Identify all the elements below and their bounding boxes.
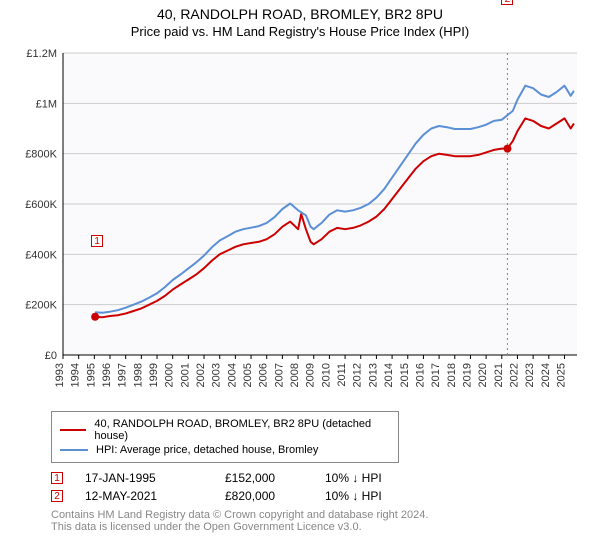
svg-text:1999: 1999 — [148, 363, 160, 387]
svg-text:2011: 2011 — [336, 363, 348, 387]
row1-price: £152,000 — [225, 471, 325, 485]
svg-text:2020: 2020 — [477, 363, 489, 387]
legend-label-red: 40, RANDOLPH ROAD, BROMLEY, BR2 8PU (det… — [94, 418, 390, 442]
marker-icon-2: 2 — [51, 490, 63, 502]
row1-delta: 10% ↓ HPI — [325, 471, 455, 485]
svg-text:1994: 1994 — [70, 363, 82, 387]
svg-text:£400K: £400K — [25, 249, 57, 261]
svg-text:£600K: £600K — [25, 199, 57, 211]
transaction-rows: 1 17-JAN-1995 £152,000 10% ↓ HPI 2 12-MA… — [51, 471, 583, 503]
svg-text:2006: 2006 — [258, 363, 270, 387]
transaction-row-2: 2 12-MAY-2021 £820,000 10% ↓ HPI — [51, 489, 583, 503]
footer-line1: Contains HM Land Registry data © Crown c… — [51, 509, 583, 521]
chart-title-address: 40, RANDOLPH ROAD, BROMLEY, BR2 8PU — [17, 6, 583, 22]
chart-title-subtitle: Price paid vs. HM Land Registry's House … — [17, 24, 583, 39]
svg-text:2017: 2017 — [430, 363, 442, 387]
svg-text:2008: 2008 — [289, 363, 301, 387]
svg-text:2005: 2005 — [242, 363, 254, 387]
svg-text:2004: 2004 — [226, 363, 238, 387]
price-chart: £0£200K£400K£600K£800K£1M£1.2M1993199419… — [17, 45, 583, 405]
svg-text:£0: £0 — [45, 350, 57, 362]
svg-text:£1M: £1M — [36, 98, 57, 110]
svg-text:£800K: £800K — [25, 149, 57, 161]
svg-text:2015: 2015 — [399, 363, 411, 387]
svg-text:2007: 2007 — [273, 363, 285, 387]
row2-date: 12-MAY-2021 — [85, 489, 225, 503]
footer-copyright: Contains HM Land Registry data © Crown c… — [51, 509, 583, 533]
legend-swatch-red — [60, 429, 86, 431]
legend-swatch-blue — [60, 449, 88, 451]
svg-text:2003: 2003 — [211, 363, 223, 387]
svg-text:2001: 2001 — [179, 363, 191, 387]
footer-line2: This data is licensed under the Open Gov… — [51, 521, 583, 533]
row1-date: 17-JAN-1995 — [85, 471, 225, 485]
chart-marker-2: 2 — [501, 0, 513, 5]
legend-item-red: 40, RANDOLPH ROAD, BROMLEY, BR2 8PU (det… — [60, 418, 390, 442]
svg-text:2000: 2000 — [164, 363, 176, 387]
svg-text:2019: 2019 — [461, 363, 473, 387]
transaction-row-1: 1 17-JAN-1995 £152,000 10% ↓ HPI — [51, 471, 583, 485]
svg-text:2014: 2014 — [383, 363, 395, 387]
svg-text:£1.2M: £1.2M — [26, 48, 57, 60]
svg-text:2023: 2023 — [524, 363, 536, 387]
chart-svg: £0£200K£400K£600K£800K£1M£1.2M1993199419… — [17, 45, 583, 405]
row2-price: £820,000 — [225, 489, 325, 503]
svg-text:2012: 2012 — [352, 363, 364, 387]
marker-icon-1: 1 — [51, 472, 63, 484]
svg-text:2025: 2025 — [555, 363, 567, 387]
row2-delta: 10% ↓ HPI — [325, 489, 455, 503]
svg-text:2016: 2016 — [414, 363, 426, 387]
legend: 40, RANDOLPH ROAD, BROMLEY, BR2 8PU (det… — [51, 411, 399, 463]
legend-label-blue: HPI: Average price, detached house, Brom… — [96, 444, 318, 456]
svg-text:1996: 1996 — [101, 363, 113, 387]
svg-text:2018: 2018 — [446, 363, 458, 387]
svg-text:1993: 1993 — [54, 363, 66, 387]
svg-text:1995: 1995 — [85, 363, 97, 387]
svg-text:2022: 2022 — [508, 363, 520, 387]
svg-text:2009: 2009 — [305, 363, 317, 387]
svg-text:2021: 2021 — [493, 363, 505, 387]
legend-item-blue: HPI: Average price, detached house, Brom… — [60, 444, 390, 456]
svg-text:1998: 1998 — [132, 363, 144, 387]
chart-marker-1: 1 — [91, 235, 103, 247]
svg-text:2010: 2010 — [320, 363, 332, 387]
svg-text:£200K: £200K — [25, 300, 57, 312]
svg-text:2002: 2002 — [195, 363, 207, 387]
svg-text:2024: 2024 — [540, 363, 552, 387]
svg-text:1997: 1997 — [117, 363, 129, 387]
svg-text:2013: 2013 — [367, 363, 379, 387]
